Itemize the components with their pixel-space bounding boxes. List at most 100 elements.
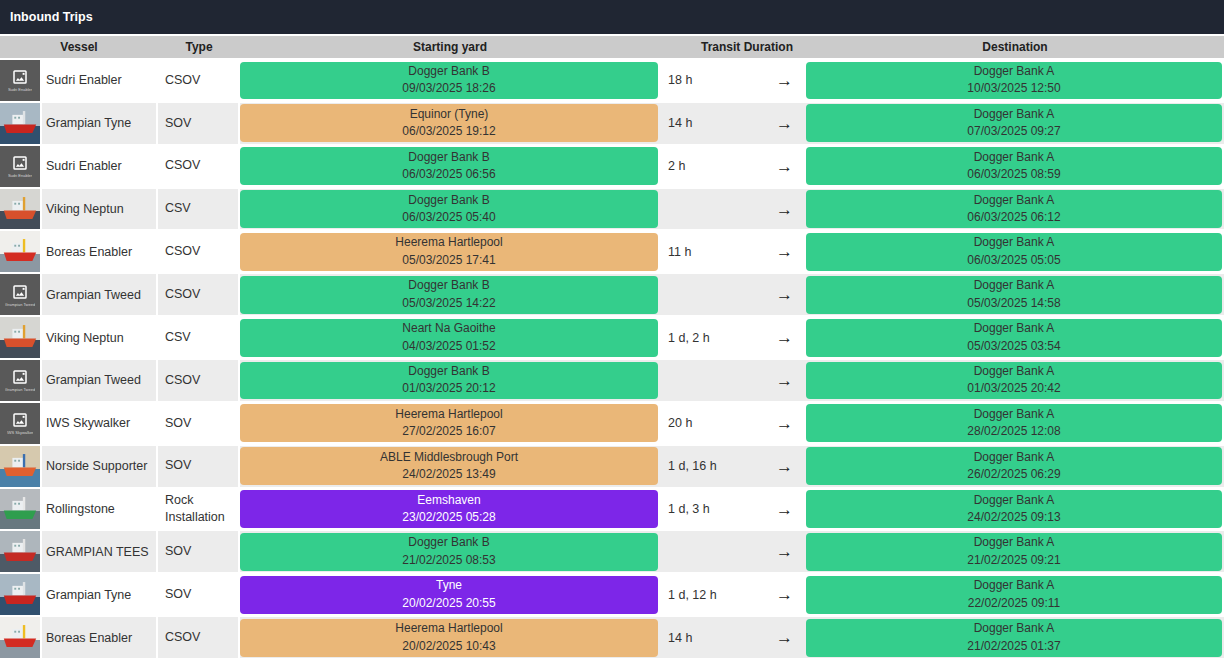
vessel-thumbnail: Grampian Tweed (0, 360, 40, 401)
transit-duration-cell: 14 h → (660, 103, 806, 146)
arrow-right-icon: → (776, 158, 793, 175)
vessel-thumbnail: Boreas Enabler (0, 231, 40, 272)
table-row[interactable]: Sudri Enabler Sudri Enabler CSOV Dogger … (0, 60, 1224, 103)
vessel-type: CSOV (158, 146, 240, 189)
destination-location: Dogger Bank A (974, 406, 1055, 423)
destination-cell: Dogger Bank A 05/03/2025 03:54 (806, 317, 1224, 360)
column-header-transit-duration: Transit Duration (660, 40, 806, 54)
table-row[interactable]: Grampian Tyne Grampian Tyne SOV Equinor … (0, 103, 1224, 146)
destination-location: Dogger Bank A (974, 149, 1055, 166)
ship-photo (0, 446, 40, 487)
ship-photo (0, 317, 40, 358)
table-row[interactable]: Viking Neptun Viking Neptun CSV Dogger B… (0, 189, 1224, 232)
arrow-right-icon: → (776, 201, 793, 218)
starting-yard-datetime: 21/02/2025 08:53 (402, 552, 495, 569)
table-row[interactable]: Viking Neptun Viking Neptun CSV Neart Na… (0, 317, 1224, 360)
vessel-type: SOV (158, 574, 240, 617)
destination-badge: Dogger Bank A 21/02/2025 09:21 (806, 533, 1222, 571)
starting-yard-badge: Dogger Bank B 01/03/2025 20:12 (240, 362, 658, 400)
table-row[interactable]: Grampian Tyne Grampian Tyne SOV Tyne 20/… (0, 574, 1224, 617)
starting-yard-cell: Dogger Bank B 09/03/2025 18:26 (240, 60, 660, 103)
starting-yard-cell: Eemshaven 23/02/2025 05:28 (240, 489, 660, 532)
destination-datetime: 05/03/2025 03:54 (967, 338, 1060, 355)
transit-duration: 14 h (668, 631, 692, 645)
vessel-thumbnail-cell: Boreas Enabler (0, 617, 42, 660)
destination-cell: Dogger Bank A 10/03/2025 12:50 (806, 60, 1224, 103)
vessel-thumbnail-cell: Sudri Enabler (0, 60, 42, 103)
vessel-name: GRAMPIAN TEES (42, 531, 158, 574)
starting-yard-cell: Tyne 20/02/2025 20:55 (240, 574, 660, 617)
thumbnail-alt-text: Sudri Enabler (8, 173, 32, 178)
vessel-type: SOV (158, 531, 240, 574)
vessel-name: Grampian Tyne (42, 574, 158, 617)
ship-photo (0, 489, 40, 530)
destination-datetime: 22/02/2025 09:11 (968, 595, 1061, 612)
vessel-thumbnail-cell: Rollingstone (0, 489, 42, 532)
vessel-thumbnail-cell: IWS Skywalker (0, 403, 42, 446)
ship-photo (0, 231, 40, 272)
table-row[interactable]: Norside Supporter Norside Supporter SOV … (0, 446, 1224, 489)
destination-cell: Dogger Bank A 06/03/2025 05:05 (806, 231, 1224, 274)
starting-yard-datetime: 01/03/2025 20:12 (402, 380, 495, 397)
table-row[interactable]: Boreas Enabler Boreas Enabler CSOV Heere… (0, 231, 1224, 274)
destination-location: Dogger Bank A (974, 320, 1055, 337)
transit-duration-cell: 14 h → (660, 617, 806, 660)
destination-datetime: 24/02/2025 09:13 (967, 509, 1060, 526)
destination-badge: Dogger Bank A 01/03/2025 20:42 (806, 362, 1222, 400)
table-row[interactable]: Sudri Enabler Sudri Enabler CSOV Dogger … (0, 146, 1224, 189)
transit-duration: 18 h (668, 73, 692, 87)
trips-table-body: Sudri Enabler Sudri Enabler CSOV Dogger … (0, 60, 1224, 660)
table-row[interactable]: Grampian Tweed Grampian Tweed CSOV Dogge… (0, 360, 1224, 403)
starting-yard-cell: Equinor (Tyne) 06/03/2025 19:12 (240, 103, 660, 146)
destination-cell: Dogger Bank A 06/03/2025 08:59 (806, 146, 1224, 189)
starting-yard-cell: Dogger Bank B 06/03/2025 05:40 (240, 189, 660, 232)
starting-yard-cell: ABLE Middlesbrough Port 24/02/2025 13:49 (240, 446, 660, 489)
starting-yard-badge: Dogger Bank B 21/02/2025 08:53 (240, 533, 658, 571)
vessel-thumbnail-cell: GRAMPIAN TEES (0, 531, 42, 574)
destination-cell: Dogger Bank A 07/03/2025 09:27 (806, 103, 1224, 146)
column-header-type: Type (158, 40, 240, 54)
transit-duration: 11 h (668, 245, 691, 259)
starting-yard-cell: Dogger Bank B 01/03/2025 20:12 (240, 360, 660, 403)
transit-duration: 1 d, 16 h (668, 459, 717, 473)
ship-photo (0, 574, 40, 615)
destination-badge: Dogger Bank A 28/02/2025 12:08 (806, 404, 1222, 442)
vessel-type: SOV (158, 446, 240, 489)
destination-datetime: 21/02/2025 09:21 (967, 552, 1060, 569)
ship-photo (0, 617, 40, 658)
table-row[interactable]: GRAMPIAN TEES GRAMPIAN TEES SOV Dogger B… (0, 531, 1224, 574)
thumbnail-alt-text: Sudri Enabler (8, 87, 32, 92)
thumbnail-alt-text: Grampian Tweed (5, 302, 35, 307)
broken-image-placeholder: Sudri Enabler (0, 146, 40, 187)
vessel-name: Norside Supporter (42, 446, 158, 489)
transit-duration-cell: → (660, 360, 806, 403)
broken-image-placeholder: Sudri Enabler (0, 60, 40, 101)
destination-badge: Dogger Bank A 21/02/2025 01:37 (806, 619, 1222, 657)
starting-yard-datetime: 05/03/2025 17:41 (402, 252, 495, 269)
transit-duration-cell: 1 d, 12 h → (660, 574, 806, 617)
transit-duration-cell: 1 d, 3 h → (660, 489, 806, 532)
broken-image-placeholder: Grampian Tweed (0, 274, 40, 315)
table-row[interactable]: Grampian Tweed Grampian Tweed CSOV Dogge… (0, 274, 1224, 317)
table-row[interactable]: Rollingstone Rollingstone Rock Installat… (0, 489, 1224, 532)
vessel-thumbnail-cell: Boreas Enabler (0, 231, 42, 274)
vessel-name: Sudri Enabler (42, 146, 158, 189)
starting-yard-badge: Dogger Bank B 05/03/2025 14:22 (240, 276, 658, 314)
table-row[interactable]: IWS Skywalker IWS Skywalker SOV Heerema … (0, 403, 1224, 446)
starting-yard-cell: Neart Na Gaoithe 04/03/2025 01:52 (240, 317, 660, 360)
destination-location: Dogger Bank A (974, 363, 1055, 380)
starting-yard-datetime: 23/02/2025 05:28 (402, 509, 495, 526)
destination-location: Dogger Bank A (974, 234, 1055, 251)
starting-yard-location: Dogger Bank B (408, 63, 489, 80)
destination-location: Dogger Bank A (974, 492, 1055, 509)
vessel-thumbnail: Grampian Tweed (0, 274, 40, 315)
starting-yard-badge: Dogger Bank B 06/03/2025 05:40 (240, 190, 658, 228)
arrow-right-icon: → (776, 329, 793, 346)
table-row[interactable]: Boreas Enabler Boreas Enabler CSOV Heere… (0, 617, 1224, 660)
arrow-right-icon: → (776, 629, 793, 646)
arrow-right-icon: → (776, 586, 793, 603)
vessel-thumbnail: Norside Supporter (0, 446, 40, 487)
destination-badge: Dogger Bank A 10/03/2025 12:50 (806, 62, 1222, 100)
arrow-right-icon: → (776, 458, 793, 475)
starting-yard-datetime: 04/03/2025 01:52 (402, 338, 495, 355)
